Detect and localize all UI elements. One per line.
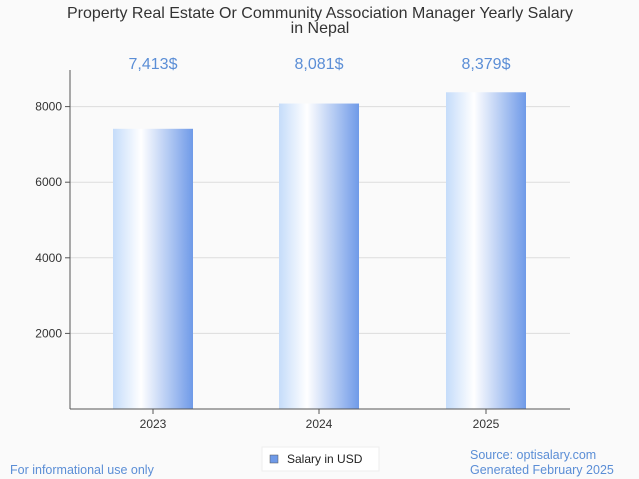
data-labels: 7,413$ 8,081$ 8,379$ bbox=[129, 56, 511, 73]
data-label-2025: 8,379$ bbox=[462, 56, 511, 73]
y-tick-label: 2000 bbox=[35, 326, 62, 340]
legend-swatch bbox=[269, 454, 279, 464]
x-tick-label-2023: 2023 bbox=[140, 417, 167, 431]
y-tick-label: 4000 bbox=[35, 251, 62, 265]
y-axis-ticks: 2000 4000 6000 8000 bbox=[35, 100, 70, 340]
source-text: Source: optisalary.com bbox=[470, 448, 596, 462]
bar-2024[interactable] bbox=[279, 103, 359, 409]
legend[interactable]: Salary in USD bbox=[261, 446, 380, 472]
data-label-2024: 8,081$ bbox=[295, 56, 344, 73]
legend-box bbox=[261, 446, 380, 472]
bar-2023[interactable] bbox=[113, 128, 193, 409]
bar-2025[interactable] bbox=[446, 92, 526, 409]
generated-text: Generated February 2025 bbox=[470, 463, 614, 477]
disclaimer-text: For informational use only bbox=[10, 463, 155, 477]
data-label-2023: 7,413$ bbox=[129, 56, 178, 73]
chart-title-line-2: in Nepal bbox=[291, 20, 350, 37]
bars bbox=[113, 92, 526, 409]
y-tick-label: 6000 bbox=[35, 175, 62, 189]
legend-item-salary: Salary in USD bbox=[287, 452, 363, 466]
y-tick-label: 8000 bbox=[35, 100, 62, 114]
x-tick-label-2024: 2024 bbox=[306, 417, 333, 431]
x-axis-ticks: 2023 2024 2025 bbox=[140, 409, 500, 431]
chart-title-line-1: Property Real Estate Or Community Associ… bbox=[67, 5, 573, 22]
x-tick-label-2025: 2025 bbox=[473, 417, 500, 431]
